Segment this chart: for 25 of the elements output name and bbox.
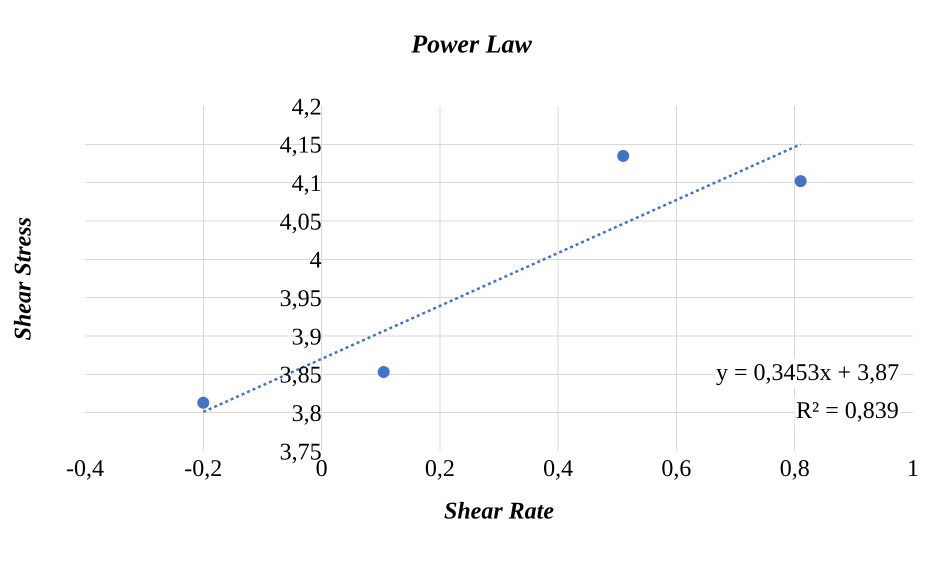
x-tick-label: 0,6 bbox=[661, 456, 692, 482]
y-tick-label: 3,85 bbox=[280, 362, 322, 389]
y-axis-title: Shear Stress bbox=[10, 217, 36, 340]
y-tick-label: 4,15 bbox=[280, 132, 322, 159]
x-tick-label: 0,4 bbox=[543, 456, 574, 482]
x-tick-label: 0,8 bbox=[780, 456, 810, 482]
annotation: y = 0,3453x + 3,87 bbox=[716, 360, 900, 386]
x-tick-label: 1 bbox=[907, 456, 919, 482]
x-tick-label: -0,2 bbox=[184, 456, 222, 482]
x-tick-label: -0,4 bbox=[66, 456, 104, 482]
y-tick-label: 3,8 bbox=[292, 401, 322, 428]
y-tick-label: 4,05 bbox=[280, 209, 322, 236]
point bbox=[617, 150, 630, 162]
y-tick-label: 4,1 bbox=[292, 171, 322, 198]
point bbox=[378, 366, 390, 378]
x-tick-label: 0,2 bbox=[424, 456, 455, 482]
point bbox=[197, 396, 210, 409]
annotation: R² = 0,839 bbox=[796, 398, 899, 424]
point bbox=[794, 175, 807, 188]
chart-title: Power Law bbox=[410, 30, 532, 59]
y-tick-label: 4,2 bbox=[292, 94, 322, 120]
x-axis-title: Shear Rate bbox=[444, 498, 554, 524]
y-tick-label: 3,9 bbox=[292, 324, 322, 350]
y-tick-label: 4 bbox=[310, 248, 322, 274]
y-tick-label: 3,95 bbox=[280, 286, 322, 312]
